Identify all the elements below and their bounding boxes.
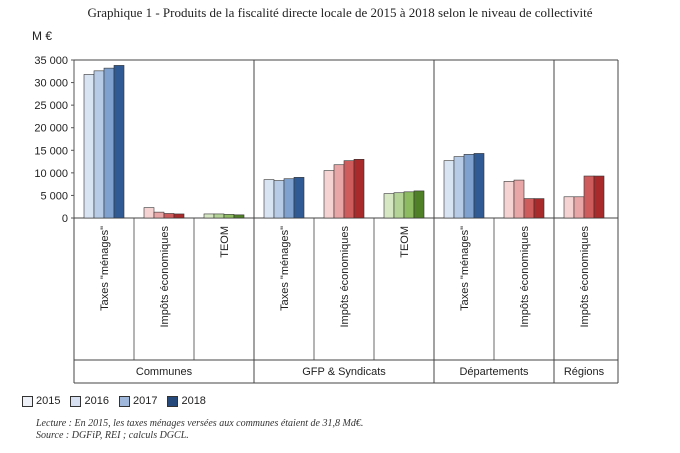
reading-note: Lecture : En 2015, les taxes ménages ver…	[36, 418, 364, 429]
bar	[283, 178, 295, 219]
group-label: Communes	[136, 366, 193, 378]
bar	[463, 154, 475, 219]
bar	[213, 213, 225, 219]
legend-swatch	[167, 395, 179, 407]
group-label: Régions	[564, 366, 605, 378]
y-tick-label: 15 000	[34, 145, 68, 157]
bar	[573, 196, 585, 219]
bar	[593, 175, 605, 219]
bar	[443, 160, 455, 219]
y-tick-label: 10 000	[34, 168, 68, 180]
bar	[383, 193, 395, 219]
bar	[393, 192, 405, 219]
bar	[503, 181, 515, 219]
bar	[233, 214, 245, 219]
category-label: Impôts économiques	[159, 226, 171, 328]
bar	[533, 198, 545, 219]
y-tick-label: 25 000	[34, 100, 68, 112]
legend-item-2015: 2015	[22, 395, 60, 407]
bar	[203, 213, 215, 219]
legend-swatch	[118, 395, 130, 407]
bar	[403, 191, 415, 219]
bar	[453, 156, 465, 219]
category-labels: Taxes "ménages" Impôts économiques TEOM Com…	[99, 226, 605, 378]
bar	[563, 196, 575, 219]
bar	[163, 213, 175, 219]
legend-item-2018: 2018	[167, 395, 206, 407]
bar	[513, 179, 525, 219]
group-label: Départements	[459, 366, 529, 378]
category-frame	[73, 59, 619, 384]
legend-item-2017: 2017	[118, 395, 157, 407]
category-label: Impôts économiques	[519, 226, 531, 328]
category-label: TEOM	[219, 226, 231, 258]
bar	[293, 177, 305, 219]
bar	[93, 70, 105, 219]
bar	[103, 67, 115, 219]
bar	[323, 170, 335, 219]
bar	[223, 214, 235, 219]
bar	[583, 175, 595, 219]
bar	[343, 160, 355, 219]
bar	[413, 190, 425, 219]
legend: 2015 2016 2017 2018	[22, 395, 206, 407]
bar	[83, 74, 95, 219]
bar	[263, 179, 275, 219]
bar	[143, 207, 155, 219]
bar	[353, 159, 365, 219]
chart-notes: Lecture : En 2015, les taxes ménages ver…	[36, 418, 363, 442]
bar	[113, 65, 125, 219]
group-label: GFP & Syndicats	[302, 366, 386, 378]
y-tick-label: 0	[62, 213, 68, 225]
y-axis-unit: M €	[32, 29, 52, 43]
bar	[273, 180, 285, 219]
category-label: Impôts économiques	[579, 226, 591, 328]
bars	[83, 65, 605, 219]
category-label: Impôts économiques	[339, 226, 351, 328]
source-note: Source : DGFiP, REI ; calculs DGCL.	[36, 430, 189, 441]
category-label: Taxes "ménages"	[279, 226, 291, 311]
y-tick-label: 30 000	[34, 78, 68, 90]
legend-swatch	[70, 395, 82, 407]
bar	[473, 153, 485, 219]
bar	[523, 198, 535, 219]
y-axis: 0 5 000 10 000 15 000 20 000 25 000 30 000 35 0…	[34, 55, 75, 225]
bar	[153, 211, 165, 219]
chart-title: Graphique 1 - Produits de la fiscalité d…	[87, 5, 593, 20]
y-tick-label: 20 000	[34, 123, 68, 135]
y-tick-label: 35 000	[34, 55, 68, 67]
bar	[333, 164, 345, 219]
category-label: Taxes "ménages"	[459, 226, 471, 311]
bar	[173, 213, 185, 219]
category-label: TEOM	[399, 226, 411, 258]
legend-swatch	[22, 395, 33, 407]
legend-item-2016: 2016	[70, 395, 109, 407]
category-label: Taxes "ménages"	[99, 226, 111, 311]
y-tick-label: 5 000	[40, 190, 68, 202]
